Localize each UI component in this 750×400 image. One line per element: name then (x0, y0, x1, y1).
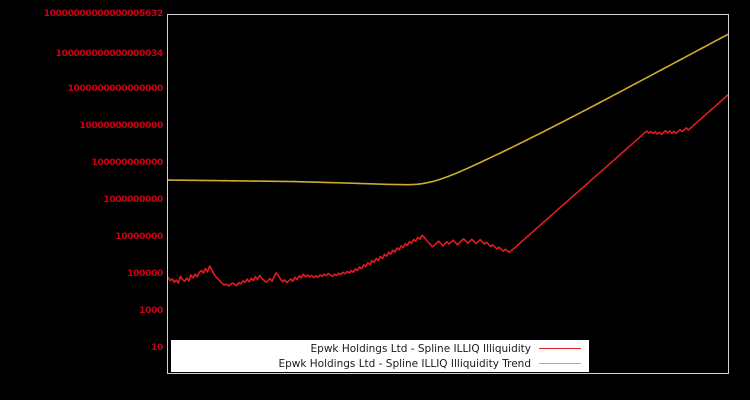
y-axis-tick-label: 10000000 (115, 232, 163, 242)
chart-legend: Epwk Holdings Ltd - Spline ILLIQ Illiqui… (171, 340, 589, 372)
y-axis-tick-label: 1000000000 (103, 195, 163, 205)
y-axis-tick-label: 1000000000000000 (67, 84, 164, 94)
y-axis-tick-label: 1000 (139, 306, 163, 316)
plot-area (167, 14, 729, 374)
y-axis-tick-label: 10 (151, 343, 163, 353)
series-line-illiquidity (168, 95, 728, 286)
legend-entry-illiquidity: Epwk Holdings Ltd - Spline ILLIQ Illiqui… (171, 341, 589, 356)
legend-label-illiquidity: Epwk Holdings Ltd - Spline ILLIQ Illiqui… (310, 342, 531, 355)
y-axis-tick-label: 100000000000 (91, 158, 163, 168)
y-axis-tick-label: 100000 (127, 269, 163, 279)
y-axis-tick-label: 10000000000000 (79, 121, 164, 131)
y-axis: 10000000000000005632 100000000000000034 10… (0, 0, 164, 400)
plot-canvas (168, 15, 728, 373)
legend-swatch-trend (539, 363, 581, 364)
legend-entry-trend: Epwk Holdings Ltd - Spline ILLIQ Illiqui… (171, 356, 589, 371)
legend-swatch-illiquidity (539, 348, 581, 349)
legend-label-trend: Epwk Holdings Ltd - Spline ILLIQ Illiqui… (278, 357, 531, 370)
y-axis-tick-label: 10000000000000005632 (43, 9, 164, 19)
series-line-trend (168, 34, 728, 184)
y-axis-tick-label: 100000000000000034 (55, 49, 164, 59)
